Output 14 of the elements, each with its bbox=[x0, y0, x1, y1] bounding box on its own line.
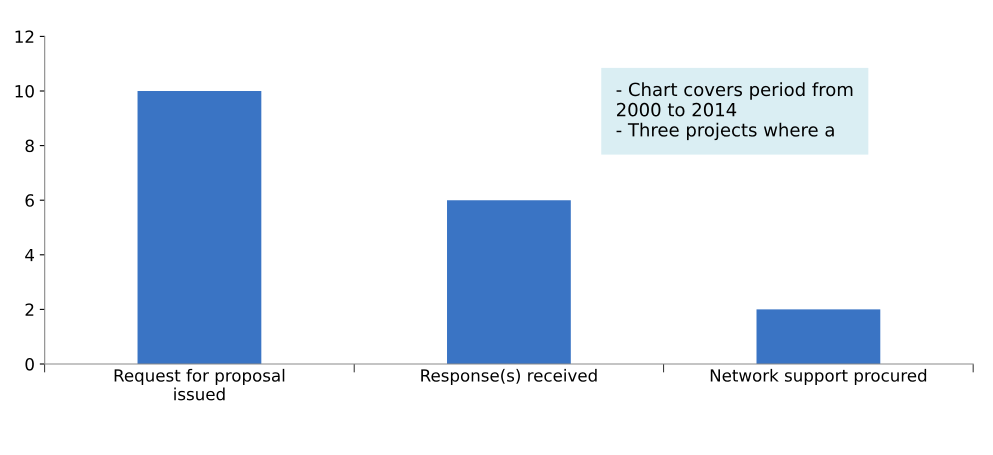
y-tick-label: 10 bbox=[16, 84, 34, 98]
bar bbox=[447, 200, 571, 364]
bar bbox=[138, 91, 262, 364]
y-tick-label: 6 bbox=[26, 194, 34, 207]
y-tick-label: 0 bbox=[25, 358, 34, 371]
y-tick-label: 4 bbox=[25, 248, 34, 262]
annotation: - Chart covers period from 2000 to 2014 - Three projects where a bbox=[616, 82, 852, 140]
bar bbox=[756, 309, 880, 364]
x-tick-label: Response(s) received bbox=[421, 368, 597, 385]
y-tick-label: 8 bbox=[25, 140, 34, 152]
x-tick-label: Request for proposal issued bbox=[114, 368, 284, 400]
y-tick-label: 12 bbox=[16, 30, 34, 43]
x-tick-label: Network support procured bbox=[710, 368, 926, 385]
y-tick-label: 2 bbox=[26, 303, 34, 316]
